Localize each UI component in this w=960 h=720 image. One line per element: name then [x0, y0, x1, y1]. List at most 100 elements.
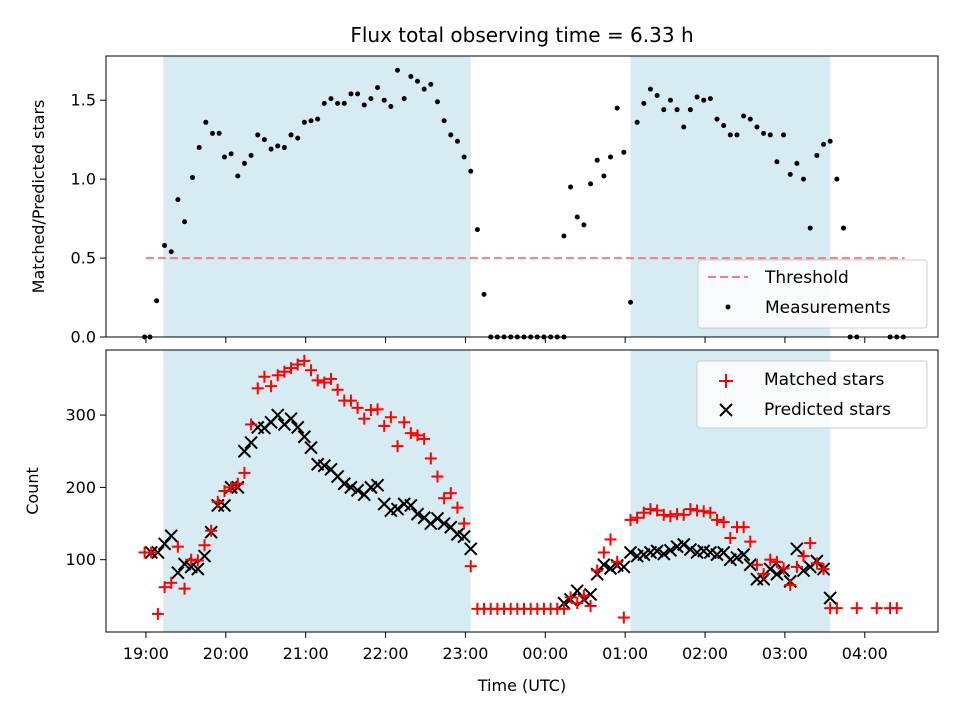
predicted-star-point — [770, 567, 784, 581]
predicted-star-point — [237, 444, 252, 458]
matched-star-point — [637, 506, 650, 519]
matched-star-point — [145, 546, 158, 559]
measurement-point — [461, 154, 467, 160]
measurement-point — [601, 173, 607, 179]
measurement-point — [235, 173, 241, 179]
measurement-point — [361, 102, 367, 108]
x-tick-label: 03:00 — [762, 644, 808, 663]
measurement-point — [315, 116, 321, 122]
matched-star-point — [724, 532, 737, 544]
matched-star-point — [271, 369, 284, 382]
top-legend-box — [697, 259, 928, 329]
predicted-star-point — [597, 558, 611, 572]
matched-star-point — [790, 560, 803, 573]
measurement-point — [355, 91, 361, 97]
measurement-point — [474, 227, 480, 233]
matched-star-point — [764, 553, 777, 566]
matched-star-point — [604, 533, 617, 546]
predicted-star-point — [570, 584, 584, 598]
measurement-point — [428, 81, 434, 87]
predicted-star-point — [790, 542, 804, 556]
measurement-point — [261, 137, 267, 143]
matched-star-point — [784, 579, 797, 591]
measurement-point — [608, 154, 614, 160]
matched-star-point — [624, 513, 637, 526]
top-legend: Threshold Measurements — [697, 259, 928, 329]
matched-star-point — [571, 597, 584, 610]
measurement-point — [727, 132, 733, 138]
measurement-point — [707, 96, 713, 102]
matched-star-point — [371, 403, 384, 416]
x-tick-label: 00:00 — [522, 644, 568, 663]
measurement-point — [341, 100, 347, 106]
measurement-point — [415, 78, 421, 84]
matched-star-point — [684, 503, 697, 516]
measurements-legend-label: Measurements — [765, 298, 891, 318]
predicted-stars-legend-label: Predicted stars — [764, 400, 891, 420]
predicted-stars-legend-swatch — [719, 403, 733, 417]
matched-star-point — [398, 416, 411, 429]
measurement-point — [621, 149, 627, 155]
predicted-star-point — [623, 545, 638, 560]
measurement-point — [647, 86, 653, 92]
top-y-ticks: 0.0 0.5 1.0 1.5 — [71, 91, 106, 347]
top-axes-frame — [105, 55, 939, 338]
measurement-point — [761, 130, 767, 136]
measurement-point — [468, 168, 474, 174]
x-tick-label: 22:00 — [362, 644, 408, 663]
matched-star-point — [198, 539, 211, 552]
matched-star-point — [431, 470, 444, 483]
predicted-star-point — [337, 477, 351, 491]
matched-star-point — [644, 503, 657, 516]
matched-star-point — [697, 505, 710, 518]
top-y-axis-label: Matched/Predicted stars — [29, 100, 48, 294]
matched-star-point — [384, 411, 397, 424]
measurement-point — [794, 160, 800, 166]
matched-star-point — [617, 611, 630, 624]
matched-star-point — [331, 383, 344, 396]
matched-stars-series — [138, 354, 903, 624]
matched-star-point — [870, 602, 883, 615]
predicted-star-point — [430, 511, 445, 526]
measurement-point — [190, 175, 196, 181]
x-tick-label: 02:00 — [682, 644, 728, 663]
bottom-legend: Matched stars Predicted stars — [696, 360, 928, 429]
predicted-star-point — [370, 478, 385, 492]
measurement-point — [395, 67, 401, 73]
matched-star-point — [344, 394, 357, 407]
matched-star-point — [251, 382, 264, 395]
matched-star-point — [584, 599, 597, 612]
matched-star-point — [324, 372, 337, 385]
matched-star-point — [318, 376, 331, 389]
bottom-y-tick-label: 200 — [65, 478, 96, 497]
matched-star-point — [597, 546, 610, 559]
measurement-point — [268, 146, 274, 152]
matched-star-point — [311, 374, 324, 387]
matched-star-point — [305, 364, 318, 377]
matched-star-point — [205, 524, 218, 537]
measurement-point — [674, 107, 680, 113]
measurement-point — [721, 122, 727, 128]
x-tick-label: 21:00 — [283, 644, 329, 663]
bottom-legend-box — [696, 360, 928, 429]
measurement-point — [807, 225, 813, 231]
measurement-point — [667, 97, 673, 103]
measurement-point — [694, 94, 700, 100]
x-tick-label: 01:00 — [602, 644, 648, 663]
matched-star-point — [351, 401, 364, 414]
predicted-star-point — [457, 529, 471, 544]
predicted-star-point — [244, 435, 258, 450]
threshold-legend-label: Threshold — [764, 268, 849, 288]
matched-star-point — [218, 485, 231, 497]
predicted-star-point — [410, 507, 425, 521]
x-axis-label: Time (UTC) — [477, 676, 566, 695]
predicted-star-point — [730, 550, 744, 565]
matched-star-point — [704, 506, 717, 519]
matched-star-point — [231, 477, 244, 490]
measurement-point — [594, 157, 600, 163]
matched-star-point — [151, 607, 164, 620]
matched-star-point — [411, 429, 424, 442]
measurement-point — [221, 154, 227, 160]
predicted-star-point — [650, 544, 664, 558]
